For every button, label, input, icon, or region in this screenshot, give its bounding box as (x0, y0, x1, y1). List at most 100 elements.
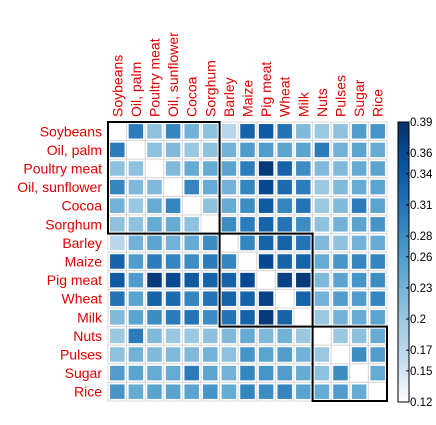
heatmap-cell (184, 217, 199, 232)
heatmap-cell (296, 179, 311, 195)
heatmap-cell (110, 347, 125, 362)
heatmap-cell (110, 328, 125, 344)
heatmap-cell (240, 272, 255, 288)
heatmap-cell (240, 254, 255, 269)
heatmap-cell (128, 384, 144, 399)
column-labels: Soybeans Oil, palm Poultry meat Oil, sunflo… (109, 32, 385, 117)
heatmap-cell (221, 384, 237, 399)
heatmap-cell (128, 179, 144, 195)
row-label: Poultry meat (23, 161, 102, 177)
heatmap-cell (296, 235, 311, 251)
row-label: Milk (77, 309, 103, 325)
heatmap-cell (110, 384, 125, 399)
heatmap-cell (221, 217, 237, 232)
heatmap-cell (277, 142, 292, 158)
heatmap-cell (147, 291, 162, 306)
heatmap-cell (184, 198, 199, 213)
heatmap-cell (277, 272, 292, 288)
column-label: Oil, sunflower (165, 32, 181, 117)
heatmap-cell (184, 291, 199, 306)
heatmap-cell (333, 254, 348, 269)
heatmap-cell (203, 161, 218, 176)
heatmap-cell (258, 310, 274, 325)
heatmap-cell (165, 384, 181, 399)
heatmap-cell (258, 272, 274, 288)
heatmap-cell (314, 272, 330, 288)
heatmap-cell (240, 291, 255, 306)
heatmap-cell (314, 179, 330, 195)
heatmap-cell (203, 347, 218, 362)
heatmap-cell (147, 254, 162, 269)
column-label: Maize (240, 79, 256, 117)
heatmap-cell (221, 235, 237, 251)
heatmap-cell (184, 328, 199, 344)
heatmap-cell (110, 217, 125, 232)
heatmap-cell (147, 235, 162, 251)
heatmap-cell (314, 328, 330, 344)
heatmap-cell (240, 384, 255, 399)
heatmap-cell (221, 124, 237, 139)
colorbar-tick-label: 0.2 (410, 314, 426, 326)
heatmap-cell (184, 365, 199, 381)
heatmap-cell (240, 179, 255, 195)
heatmap-cell (258, 235, 274, 251)
heatmap-cell (110, 254, 125, 269)
heatmap-cell (240, 142, 255, 158)
heatmap-cell (165, 198, 181, 213)
heatmap-cell (296, 198, 311, 213)
heatmap-cell (221, 272, 237, 288)
heatmap-cell (147, 365, 162, 381)
colorbar-tick-label: 0.15 (410, 366, 432, 378)
heatmap-cell (147, 310, 162, 325)
heatmap-cell (296, 124, 311, 139)
heatmap-cell (165, 161, 181, 176)
heatmap-cell (296, 161, 311, 176)
heatmap-cell (147, 272, 162, 288)
heatmap-cell (221, 365, 237, 381)
heatmap-cell (333, 328, 348, 344)
heatmap-cell (351, 235, 367, 251)
heatmap-cell (314, 124, 330, 139)
heatmap-cell (370, 124, 385, 139)
colorbar-ticks: 0.39 0.36 0.34 0.31 0.28 0.26 0.23 0.2 0.17 0.15 0… (406, 117, 433, 409)
heatmap-cell (221, 142, 237, 158)
heatmap-cell (110, 179, 125, 195)
heatmap-cell (277, 328, 292, 344)
heatmap-cell (110, 272, 125, 288)
heatmap-cell (165, 217, 181, 232)
heatmap-cell (110, 124, 125, 139)
heatmap-cell (184, 254, 199, 269)
heatmap-cell (240, 365, 255, 381)
row-label: Barley (62, 235, 102, 251)
heatmap-cell (296, 272, 311, 288)
colorbar-tick-label: 0.34 (410, 169, 433, 181)
heatmap-cell (296, 310, 311, 325)
heatmap-cell (184, 347, 199, 362)
heatmap-cell (314, 254, 330, 269)
heatmap-cell (258, 124, 274, 139)
heatmap-cell (258, 217, 274, 232)
heatmap-cell (370, 198, 385, 213)
colorbar-tick-label: 0.36 (410, 148, 432, 160)
heatmap-cell (351, 384, 367, 399)
column-label: Pig meat (258, 62, 274, 117)
colorbar-gradient (397, 121, 410, 403)
column-label: Pulses (333, 75, 349, 117)
row-label: Wheat (62, 291, 103, 307)
column-label: Soybeans (109, 55, 125, 117)
heatmap-cell (333, 161, 348, 176)
heatmap-cell (184, 161, 199, 176)
row-label: Soybeans (40, 123, 102, 139)
heatmap-cell (221, 161, 237, 176)
heatmap-cell (240, 347, 255, 362)
heatmap-cell (351, 272, 367, 288)
heatmap-cell (128, 142, 144, 158)
heatmap-cell (147, 142, 162, 158)
heatmap-cells (107, 121, 388, 402)
heatmap-cell (277, 254, 292, 269)
heatmap-cell (277, 161, 292, 176)
row-label: Maize (65, 254, 103, 270)
heatmap-cell (240, 328, 255, 344)
heatmap-cell (221, 254, 237, 269)
